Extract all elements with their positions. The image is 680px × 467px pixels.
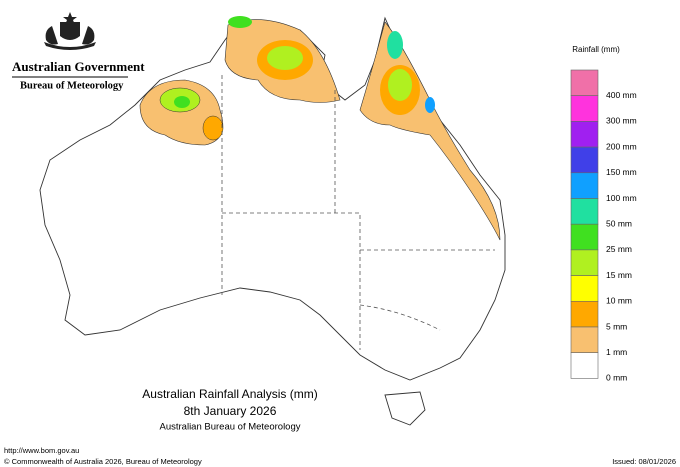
legend: 400 mm 300 mm 200 mm 150 mm 100 mm 50 mm 25 mm…: [570, 69, 637, 383]
legend-label: 0 mm: [606, 373, 627, 383]
legend-label: 1 mm: [606, 347, 627, 357]
rainfall-areas: [139, 16, 501, 241]
legend-swatch: [570, 95, 599, 122]
issued: Issued: 08/01/2026: [612, 457, 676, 466]
map-title: Australian Rainfall Analysis (mm): [142, 387, 317, 401]
url: http://www.bom.gov.au: [4, 446, 79, 455]
legend-label: 400 mm: [606, 90, 637, 100]
legend-swatch: [570, 198, 599, 225]
legend-label: 150 mm: [606, 167, 637, 177]
copyright: © Commonwealth of Australia 2026, Bureau…: [4, 457, 202, 466]
legend-swatch: [570, 275, 599, 302]
crest: [44, 12, 96, 50]
legend-label: 10 mm: [606, 296, 632, 306]
legend-label: 50 mm: [606, 218, 632, 228]
legend-swatch: [570, 172, 599, 199]
legend-swatch: [570, 300, 599, 328]
legend-swatch: [570, 249, 599, 276]
legend-label: 200 mm: [606, 141, 637, 151]
map-date: 8th January 2026: [184, 404, 277, 418]
australia-map: [39, 16, 506, 426]
legend-swatch: [570, 69, 599, 97]
government-name: Australian Government: [12, 59, 145, 74]
legend-label: 15 mm: [606, 270, 632, 280]
legend-label: 25 mm: [606, 244, 632, 254]
legend-title: Rainfall (mm): [572, 45, 620, 54]
legend-label: 5 mm: [606, 321, 627, 331]
legend-swatch: [570, 326, 599, 354]
legend-swatch: [570, 223, 599, 251]
map-source: Australian Bureau of Meteorology: [160, 422, 301, 433]
bureau-name: Bureau of Meteorology: [20, 80, 124, 91]
legend-swatch: [570, 352, 599, 379]
legend-swatch: [570, 121, 599, 148]
legend-label: 100 mm: [606, 193, 637, 203]
legend-label: 300 mm: [606, 116, 637, 126]
legend-swatch: [570, 146, 599, 174]
